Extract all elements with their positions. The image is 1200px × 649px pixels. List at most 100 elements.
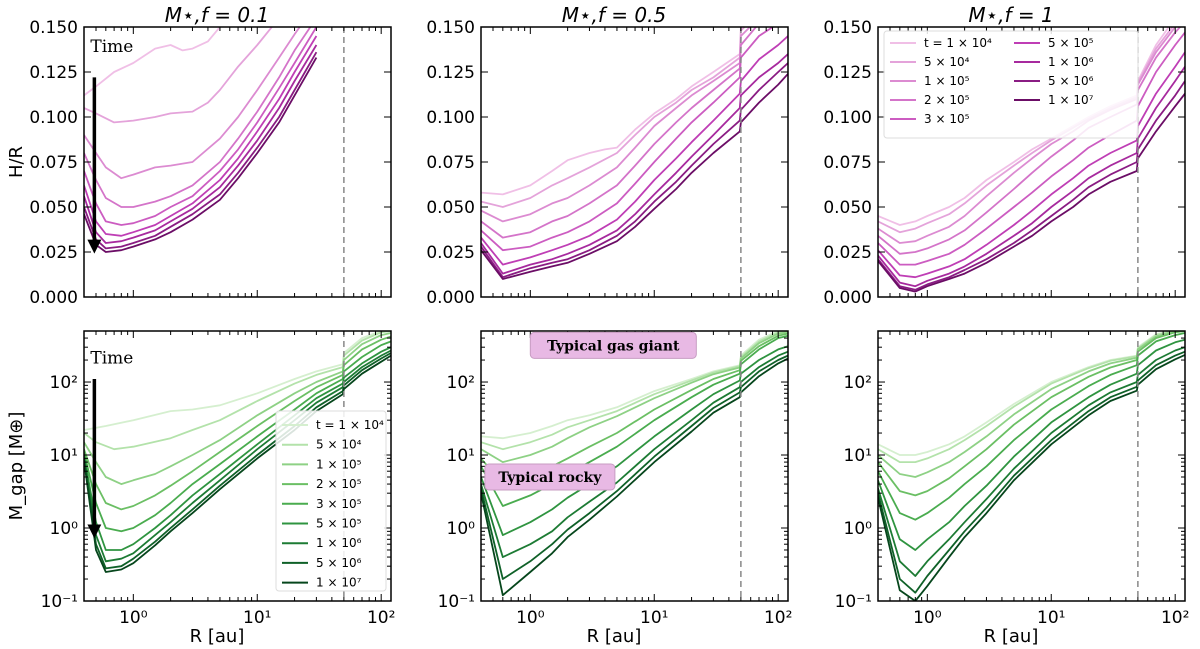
x-tick-label: 10⁰ [516,608,545,628]
series-line-6 [481,345,788,536]
panel-r2-c1: 10⁰ 10¹ 10² 10⁻¹ 10⁰ 10¹ 10² [41,330,395,628]
series-line-9 [878,93,1185,293]
axes-frame [877,330,1186,602]
y-tick-label: 0.050 [29,198,78,218]
series-line-8 [481,354,788,580]
legend-label-6: 5 × 10⁵ [1048,36,1094,50]
time-label: Time [90,348,133,368]
series-line-7 [878,66,1185,288]
svg-text:Typical rocky: Typical rocky [498,470,602,486]
y-tick-label: 0.000 [823,288,872,308]
x-tick-label: 10² [764,608,792,628]
series-line-9 [878,354,1185,601]
series-line-7 [481,53,788,275]
legend-box [883,30,1139,139]
series-line-5 [84,340,391,533]
series-line-9 [481,73,788,280]
y-tick-label: 10⁻¹ [41,592,78,612]
axes-frame [480,26,789,298]
y-tick-label: 0.150 [823,18,872,38]
series-line-3 [878,27,1177,244]
series-line-3 [84,332,391,485]
x-axis-label-3: R [au] [984,626,1039,647]
series-line-6 [878,338,1185,551]
series-line-2 [84,27,273,124]
time-label: Time [90,37,133,57]
panel-r1-c2: 0.000 0.025 0.050 0.075 0.100 0.125 0.150 [426,18,789,308]
y-tick-label: 0.125 [426,63,475,83]
y-tick-label: 0.075 [823,153,872,173]
series-line-6 [481,35,788,266]
series-line-4 [84,27,312,208]
y-tick-label: 0.100 [823,108,872,128]
series-line-5 [878,31,1185,266]
series-line-2 [481,331,788,451]
series-line-2 [878,331,1178,463]
legend-label-7: 1 × 10⁶ [1048,55,1094,69]
y-tick-label: 0.000 [29,288,78,308]
x-axis-label-1: R [au] [190,626,245,647]
legend-label-5: 3 × 10⁵ [316,497,362,511]
series-line-5 [84,27,318,226]
legend-label-1: t = 1 × 10⁴ [924,36,992,50]
y-tick-label: 10² [50,373,78,393]
series-line-9 [84,57,318,253]
x-tick-label: 10⁰ [913,608,942,628]
y-tick-label: 0.050 [823,198,872,218]
legend-bottom: t = 1 × 10⁴ 5 × 10⁴ 1 × 10⁵ 2 × 10⁵ 3 × 10⁵ 5… [275,410,387,592]
legend-box [275,410,387,592]
legend-label-8: 5 × 10⁶ [316,556,362,570]
series-group [481,27,788,280]
series-line-1 [84,27,222,97]
y-tick-label: 10² [844,373,872,393]
series-line-1 [481,27,743,196]
series-line-7 [84,44,318,244]
rocky-badge: Typical rocky [484,463,616,491]
legend-label-9: 1 × 10⁷ [1048,93,1094,107]
series-line-9 [84,354,391,573]
y-tick-label: 0.125 [823,63,872,83]
series-line-5 [878,332,1185,521]
series-line-6 [878,51,1185,279]
y-tick-label: 10⁻¹ [438,592,475,612]
y-tick-label: 0.075 [426,153,475,173]
y-tick-label: 0.050 [426,198,475,218]
series-line-2 [481,27,746,208]
series-line-4 [878,27,1182,255]
panel-r2-c3: 10⁰ 10¹ 10² 10⁻¹ 10⁰ 10¹ 10² [835,330,1189,628]
legend-label-9: 1 × 10⁷ [316,576,362,590]
series-line-2 [84,331,391,451]
series-line-1 [84,331,389,431]
legend-label-4: 2 × 10⁵ [316,477,362,491]
series-line-4 [481,27,758,239]
x-tick-label: 10¹ [243,608,271,628]
x-tick-label: 10² [1161,608,1189,628]
series-line-2 [878,27,1174,234]
legend-label-1: t = 1 × 10⁴ [316,418,384,432]
series-line-8 [84,51,318,250]
y-tick-label: 0.100 [426,108,475,128]
y-tick-label: 10⁰ [447,519,476,539]
series-line-4 [878,331,1185,497]
legend-label-5: 3 × 10⁵ [924,112,970,126]
series-line-1 [481,331,786,440]
y-tick-label: 0.150 [426,18,475,38]
series-line-7 [481,350,788,558]
series-group [84,331,391,573]
series-line-7 [878,346,1185,577]
y-tick-label: 0.025 [823,243,872,263]
series-line-3 [481,331,788,463]
series-line-9 [481,357,788,597]
y-tick-label: 0.075 [29,153,78,173]
legend-label-8: 5 × 10⁶ [1048,74,1094,88]
panel-r2-c2: 10⁰ 10¹ 10² 10⁻¹ 10⁰ 10¹ 10² [438,330,792,628]
series-line-8 [878,350,1185,594]
series-group [481,331,788,597]
y-tick-label: 0.025 [426,243,475,263]
svg-text:Typical gas giant: Typical gas giant [547,338,680,354]
series-line-6 [84,35,318,237]
series-line-3 [878,331,1183,478]
legend-label-3: 1 × 10⁵ [316,457,362,471]
legend-label-2: 5 × 10⁴ [924,55,970,69]
series-line-8 [878,80,1185,291]
